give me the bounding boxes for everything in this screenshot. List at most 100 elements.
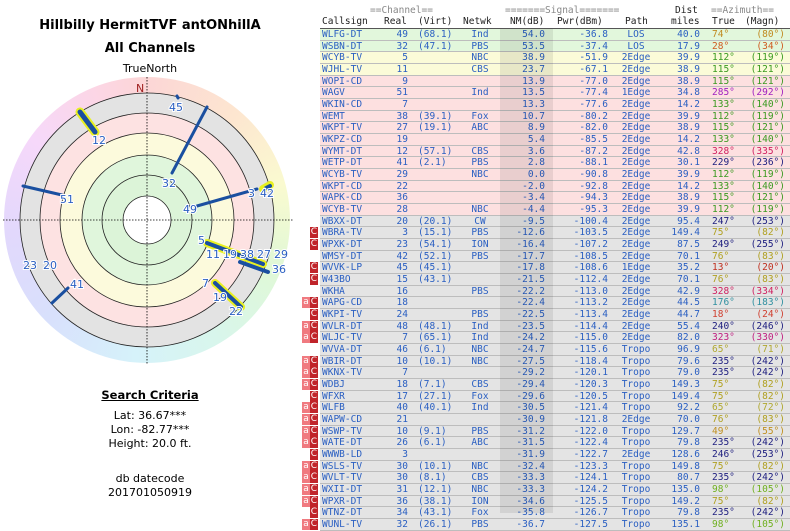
table-row[interactable]: a C WATE-DT 26 (6.1) ABC -31.5 -122.4 Tropo 79.8 2… <box>302 437 790 450</box>
table-row[interactable]: a C WKNX-TV 7 -29.2 -120.1 Tropo 79.0 235° (242°) <box>302 367 790 380</box>
table-row[interactable]: a C WXII-DT 31 (12.1) NBC -33.3 -124.2 Tropo 135.… <box>302 484 790 496</box>
cell-callsign[interactable]: WPXR-DT <box>322 495 363 507</box>
table-row[interactable]: WCYB-TV 5 NBC 38.9 -51.9 2Edge 39.9 112° (119°) <box>320 52 790 64</box>
cell-callsign[interactable]: WATE-DT <box>322 437 363 449</box>
plot-label: 29 <box>274 248 288 261</box>
table-row[interactable]: WKHA 16 PBS -22.2 -113.0 2Edge 42.9 328° (334°) <box>320 285 790 298</box>
cell-callsign[interactable]: WBXX-DT <box>322 215 363 227</box>
table-row[interactable]: WMSY-DT 42 (52.1) PBS -17.7 -108.5 2Edge 70.1 76… <box>320 250 790 263</box>
table-row[interactable]: C WWWB-LD 3 -31.9 -122.7 2Edge 128.6 246° (253°) <box>309 449 790 461</box>
cell-virt: (10.1) <box>418 355 453 367</box>
cell-callsign[interactable]: WDBJ <box>322 379 345 391</box>
cell-callsign[interactable]: WEMT <box>322 110 345 122</box>
cell-callsign[interactable]: WLFB <box>322 402 345 414</box>
table-row[interactable]: WKIN-CD 7 13.3 -77.6 2Edge 14.2 133° (140°) <box>320 99 790 111</box>
table-row[interactable]: a C WPXR-DT 36 (38.1) ION -34.6 -125.5 Tropo 149.… <box>302 495 790 508</box>
cell-callsign[interactable]: WKPZ-CD <box>322 134 363 146</box>
cell-netwk: CBS <box>471 472 489 484</box>
cell-callsign[interactable]: WAPG-CD <box>322 297 363 309</box>
cell-pwr: -80.2 <box>579 110 608 122</box>
table-row[interactable]: WCYB-TV 29 NBC 0.0 -90.8 2Edge 39.9 112° (119°) <box>320 169 790 181</box>
table-row[interactable]: WBXX-DT 20 (20.1) CW -9.5 -100.4 2Edge 95.4 247°… <box>320 215 790 228</box>
cell-pwr: -77.4 <box>579 87 608 99</box>
cell-magn: (83°) <box>756 414 785 426</box>
table-row[interactable]: C WPXK-DT 23 (54.1) ION -16.4 -107.2 2Edge 87.5 2… <box>309 239 790 251</box>
table-row[interactable]: WAGV 51 Ind 13.5 -77.4 1Edge 34.8 285° (292°) <box>320 87 790 99</box>
table-row[interactable]: C WKPI-TV 24 PBS -22.5 -113.4 2Edge 44.7 18° (24°… <box>309 309 790 321</box>
cell-callsign[interactable]: WOPI-CD <box>322 75 363 87</box>
cell-true: 176° <box>712 297 735 309</box>
table-row[interactable]: WKPZ-CD 19 5.4 -85.5 2Edge 14.2 133° (140°) <box>320 134 790 146</box>
cell-callsign[interactable]: WAPK-CD <box>322 192 363 204</box>
table-row[interactable]: WCYB-TV 28 NBC -4.4 -95.3 2Edge 39.9 112° (119°) <box>320 204 790 216</box>
cell-callsign[interactable]: WYMT-DT <box>322 145 363 157</box>
cell-callsign[interactable]: WSWP-TV <box>322 425 363 437</box>
table-row[interactable]: a C WSLS-TV 30 (10.1) NBC -32.4 -123.3 Tropo 149.… <box>302 460 790 473</box>
table-row[interactable]: a C WLFB 40 (40.1) Ind -30.5 -121.4 Tropo 92.2 65°… <box>302 402 790 415</box>
table-row[interactable]: WYMT-DT 12 (57.1) CBS 3.6 -87.2 2Edge 42.8 328° (… <box>320 145 790 158</box>
cell-callsign[interactable]: WBRA-TV <box>322 227 363 239</box>
cell-callsign[interactable]: WCYB-TV <box>322 52 363 64</box>
cell-callsign[interactable]: WAPW-CD <box>322 414 363 426</box>
table-row[interactable]: a C WSWP-TV 10 (9.1) PBS -31.2 -122.0 Tropo 129.7… <box>302 425 790 438</box>
cell-callsign[interactable]: WKPI-TV <box>322 309 363 321</box>
cell-callsign[interactable]: WETP-DT <box>322 157 363 169</box>
channel-flag-badge: C <box>309 390 318 402</box>
cell-callsign[interactable]: WVLR-DT <box>322 320 363 332</box>
cell-callsign[interactable]: WFXR <box>322 390 345 402</box>
cell-callsign[interactable]: WKIN-CD <box>322 99 363 111</box>
cell-callsign[interactable]: WSLS-TV <box>322 460 363 472</box>
cell-callsign[interactable]: WPXK-DT <box>322 239 363 251</box>
table-row[interactable]: C WFXR 17 (27.1) Fox -29.6 -120.5 Tropo 149.4 75°… <box>309 390 790 403</box>
plot-label: 11 <box>206 248 220 261</box>
cell-callsign[interactable]: WMSY-DT <box>322 250 363 262</box>
cell-callsign[interactable]: WKPT-TV <box>322 122 363 134</box>
cell-callsign[interactable]: WSBN-DT <box>322 40 363 52</box>
table-row[interactable]: a C WBIR-DT 10 (10.1) NBC -27.5 -118.4 Tropo 79.6… <box>302 355 790 368</box>
cell-path: LOS <box>627 40 645 52</box>
cell-callsign[interactable]: WLFG-DT <box>322 29 363 40</box>
table-row[interactable]: a C WAPW-CD 21 -30.9 -121.8 2Edge 70.0 76° (83°) <box>302 414 790 426</box>
cell-callsign[interactable]: WWWB-LD <box>322 449 363 461</box>
cell-callsign[interactable]: WLJC-TV <box>322 332 363 344</box>
table-row[interactable]: C WVVK-LP 45 (45.1) -17.8 -108.6 1Edge 35.2 13° (… <box>309 262 790 275</box>
table-row[interactable]: a C WVLT-TV 30 (8.1) CBS -33.3 -124.1 Tropo 80.7 2… <box>302 472 790 485</box>
cell-true: 133° <box>712 180 735 192</box>
table-row[interactable]: WVVA-DT 46 (6.1) NBC -24.7 -115.6 Tropo 96.9 65°… <box>320 344 790 356</box>
cell-callsign[interactable]: WCYB-TV <box>322 204 363 216</box>
table-row[interactable]: C WTNZ-DT 34 (43.1) Fox -35.8 -126.7 Tropo 79.8 2… <box>309 507 790 520</box>
cell-dist: 34.8 <box>677 87 700 99</box>
table-row[interactable]: a C WDBJ 18 (7.1) CBS -29.4 -120.3 Tropo 149.3 75°… <box>302 379 790 391</box>
cell-callsign[interactable]: WBIR-DT <box>322 355 363 367</box>
cell-callsign[interactable]: WCYB-TV <box>322 169 363 181</box>
cell-dist: 38.9 <box>677 64 700 75</box>
table-row[interactable]: a C WVLR-DT 48 (48.1) Ind -23.5 -114.4 2Edge 55.4… <box>302 320 790 333</box>
table-row[interactable]: WJHL-TV 11 CBS 23.7 -67.1 2Edge 38.9 115° (121°) <box>320 64 790 76</box>
table-row[interactable]: a C WLJC-TV 7 (65.1) Ind -24.2 -115.0 2Edge 82.0 3… <box>302 332 790 345</box>
cell-callsign[interactable]: WKHA <box>322 285 345 297</box>
table-row[interactable]: C WBRA-TV 3 (15.1) PBS -12.6 -103.5 2Edge 149.4 7… <box>309 227 790 240</box>
table-row[interactable]: WAPK-CD 36 -3.4 -94.3 2Edge 38.9 115° (121°) <box>320 192 790 205</box>
table-row[interactable]: WEMT 38 (39.1) Fox 10.7 -80.2 2Edge 39.9 112° (11… <box>320 110 790 123</box>
table-row[interactable]: WSBN-DT 32 (47.1) PBS 53.5 -37.4 LOS 17.9 28° (34… <box>320 40 790 53</box>
table-row[interactable]: WLFG-DT 49 (68.1) Ind 54.0 -36.8 LOS 40.0 74° (80… <box>320 29 790 41</box>
cell-callsign[interactable]: WVVA-DT <box>322 344 363 356</box>
cell-callsign[interactable]: W43BO <box>322 274 351 286</box>
cell-callsign[interactable]: WAGV <box>322 87 345 99</box>
table-row[interactable]: a C WUNL-TV 32 (26.1) PBS -36.7 -127.5 Tropo 135.… <box>302 519 790 531</box>
cell-callsign[interactable]: WKPT-CD <box>322 180 363 192</box>
table-row[interactable]: WETP-DT 41 (2.1) PBS 2.8 -88.1 2Edge 30.1 229° (2… <box>320 157 790 170</box>
table-row[interactable]: WKPT-TV 27 (19.1) ABC 8.9 -82.0 2Edge 38.9 115° (… <box>320 122 790 135</box>
cell-callsign[interactable]: WXII-DT <box>322 484 363 496</box>
cell-callsign[interactable]: WVVK-LP <box>322 262 363 274</box>
table-row[interactable]: WKPT-CD 22 -2.0 -92.8 2Edge 14.2 133° (140°) <box>320 180 790 193</box>
table-row[interactable]: C W43BO 15 (43.1) -21.5 -112.4 2Edge 70.1 76° (83… <box>309 274 790 286</box>
table-row[interactable]: a C WAPG-CD 18 -22.4 -113.2 2Edge 44.5 176° (183°… <box>302 297 790 310</box>
cell-callsign[interactable]: WUNL-TV <box>322 519 363 531</box>
table-row[interactable]: WOPI-CD 9 13.9 -77.0 2Edge 38.9 115° (121°) <box>320 75 790 88</box>
cell-callsign[interactable]: WKNX-TV <box>322 367 363 379</box>
cell-callsign[interactable]: WJHL-TV <box>322 64 363 75</box>
cell-true: 76° <box>712 250 730 262</box>
cell-callsign[interactable]: WVLT-TV <box>322 472 363 484</box>
